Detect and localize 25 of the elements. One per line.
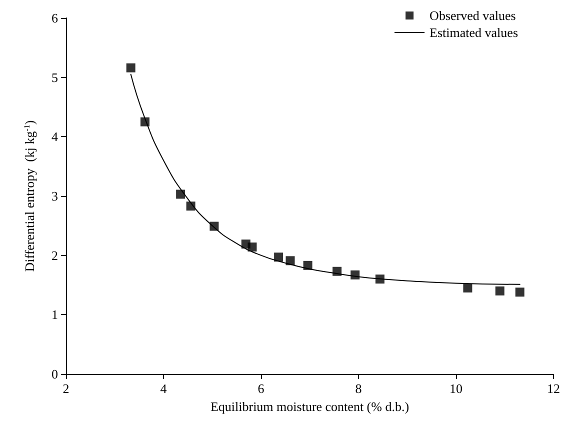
y-tick-label: 1 — [52, 307, 58, 322]
x-tick-label: 10 — [450, 381, 462, 396]
legend-label: Observed values — [430, 8, 516, 23]
y-tick-label: 6 — [52, 10, 58, 26]
x-tick-label: 6 — [258, 381, 265, 396]
point — [176, 190, 186, 199]
point — [463, 283, 472, 292]
y-tick-label: 0 — [52, 366, 58, 382]
point — [248, 242, 257, 252]
x-axis-title: Equilibrium moisture content (% d.b.) — [210, 399, 410, 414]
x-tick-label: 12 — [547, 381, 560, 396]
point — [495, 286, 504, 296]
x-tick-label: 8 — [355, 381, 362, 396]
y-axis-title: Differential entropy (kj kg-1) — [22, 120, 37, 272]
y-tick-label: 5 — [52, 70, 58, 85]
point — [286, 256, 295, 266]
y-tick-label: 2 — [52, 248, 58, 263]
y-tick-label: 3 — [52, 188, 58, 204]
legend-label: Estimated values — [430, 25, 518, 40]
point — [274, 252, 284, 262]
x-tick-label: 4 — [160, 381, 168, 396]
point — [515, 288, 524, 297]
x-tick-label: 2 — [62, 381, 70, 396]
y-tick-label: 4 — [52, 129, 58, 144]
point — [126, 63, 136, 72]
